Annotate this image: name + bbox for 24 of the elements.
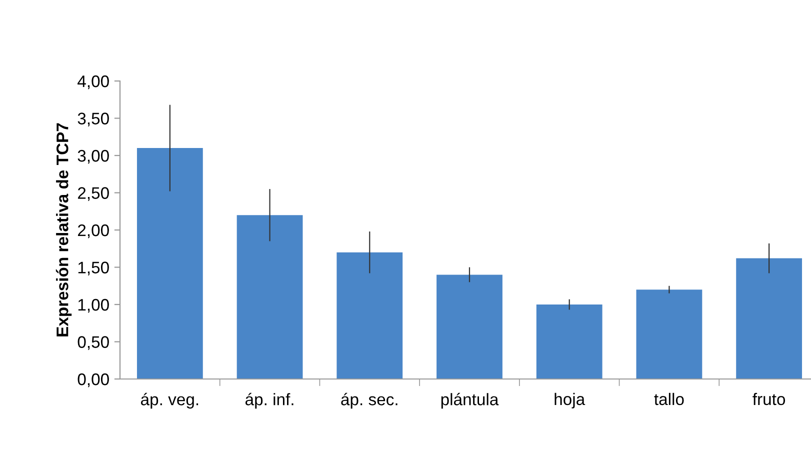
bar (136, 148, 203, 379)
y-tick-label: 0,00 (78, 373, 109, 388)
x-tick-label: áp. inf. (245, 392, 294, 409)
x-tick-label: fruto (752, 392, 786, 406)
y-tick-label: 3,00 (78, 150, 109, 164)
x-tick-label: tallo (654, 392, 684, 406)
y-tick-label: 1,00 (78, 298, 109, 313)
bar (436, 274, 502, 379)
bar (336, 252, 403, 379)
y-axis-title: Expresión relativa de TCP7 (56, 123, 72, 336)
x-tick-label: áp. sec. (341, 392, 398, 409)
y-tick-label: 1,50 (78, 262, 109, 276)
y-tick-label: 3,50 (78, 112, 109, 126)
bar (236, 215, 303, 379)
bar (736, 258, 802, 379)
y-tick-label: 4,00 (78, 75, 109, 90)
x-tick-label: hoja (554, 392, 586, 408)
y-tick-label: 2,50 (78, 187, 109, 201)
bar (636, 290, 702, 379)
x-tick-label: áp. veg. (140, 392, 198, 409)
y-tick-label: 0,50 (78, 336, 109, 350)
bar (536, 304, 602, 379)
x-tick-label: plántula (441, 392, 499, 409)
y-tick-label: 2,00 (78, 224, 109, 238)
